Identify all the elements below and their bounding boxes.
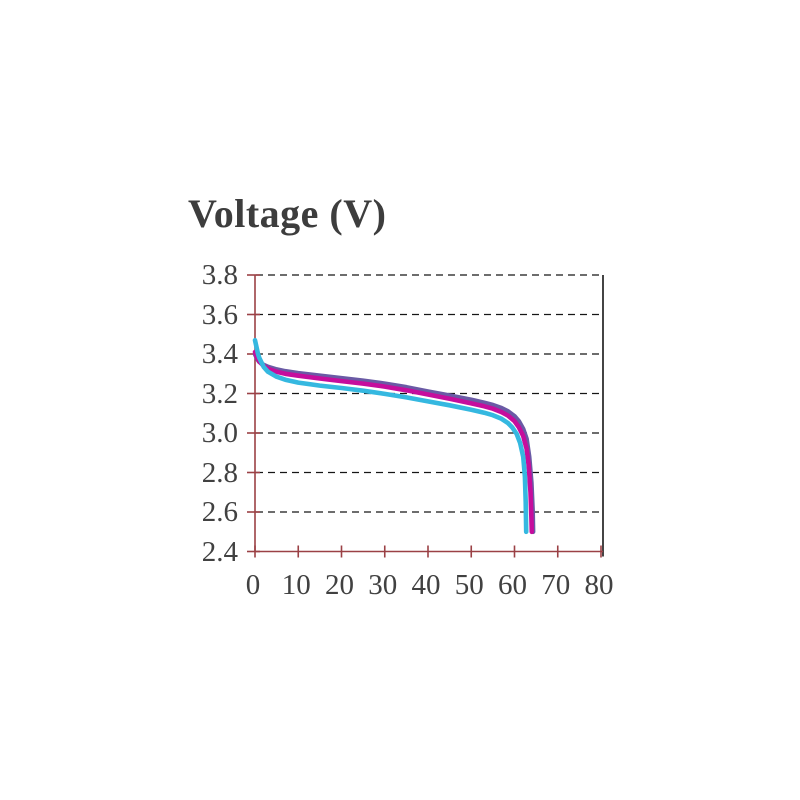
- chart-title: Voltage (V): [188, 191, 387, 236]
- y-tick-label-2.4: 2.4: [201, 535, 238, 568]
- axes: [247, 274, 603, 558]
- x-tick-label-80: 80: [584, 569, 614, 601]
- y-tick-label-3.8: 3.8: [201, 259, 238, 291]
- series-lines: [252, 337, 536, 535]
- y-tick-label-2.8: 2.8: [201, 456, 238, 489]
- discharge-curve-magenta: [252, 349, 535, 535]
- y-tick-label-3.6: 3.6: [201, 298, 238, 331]
- x-tick-label-60: 60: [498, 569, 527, 601]
- x-tick-label-20: 20: [325, 569, 354, 601]
- y-tick-label-3.0: 3.0: [201, 417, 238, 449]
- x-tick-label-70: 70: [541, 569, 571, 601]
- x-tick-label-0: 0: [245, 569, 261, 601]
- y-tick-label-2.6: 2.6: [201, 496, 238, 528]
- x-tick-label-30: 30: [368, 569, 398, 601]
- x-tick-label-40: 40: [411, 569, 441, 601]
- x-tick-label-10: 10: [281, 569, 311, 601]
- x-tick-label-50: 50: [454, 569, 484, 601]
- discharge-curve-cyan: [252, 337, 529, 535]
- y-tick-label-3.4: 3.4: [201, 338, 238, 370]
- y-tick-label-3.2: 3.2: [201, 377, 238, 410]
